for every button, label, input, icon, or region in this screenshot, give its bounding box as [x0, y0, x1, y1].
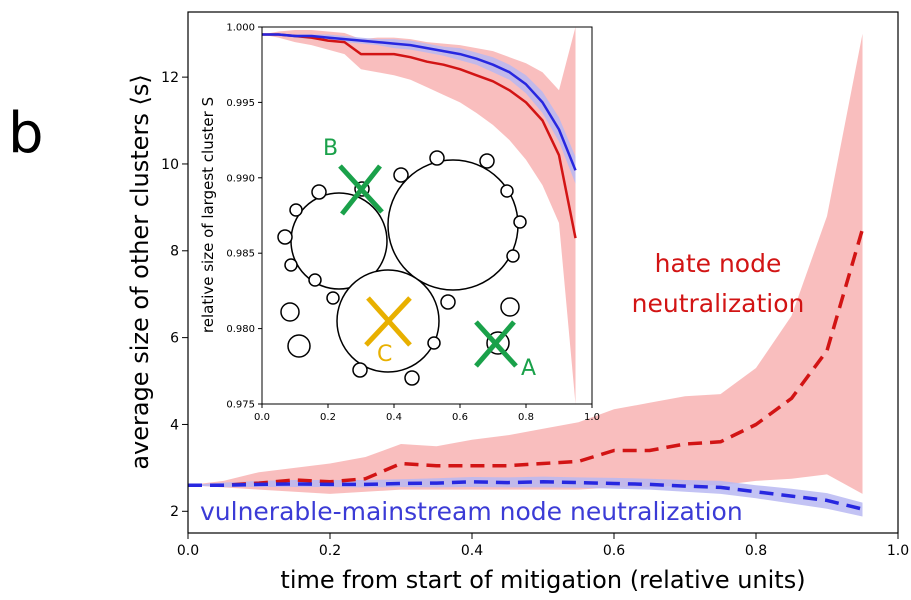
x-tick-label: 0.2 [319, 543, 341, 559]
large-cluster-circle [387, 159, 519, 291]
y-tick-label: 0.975 [226, 400, 255, 411]
series-hate-band [262, 27, 576, 404]
small-cluster [500, 184, 514, 198]
series-hate-line [188, 228, 865, 487]
y-tick-label: 4 [170, 417, 179, 433]
x-tick-label: 0.6 [603, 543, 625, 559]
inset-plot: B C A 0.0 0.2 0.4 0.6 0.8 1.0 0.975 0.980 0.985… [199, 23, 600, 424]
small-cluster [280, 302, 300, 322]
small-cluster [308, 273, 322, 287]
small-cluster [506, 249, 520, 263]
annotation-vulnerable: vulnerable-mainstream node neutralizatio… [200, 497, 743, 526]
series-vulnerable-line [262, 33, 577, 171]
marker-a-cross [474, 320, 516, 368]
y-tick-label: 8 [170, 244, 179, 260]
series-hate-band [188, 33, 863, 494]
small-cluster [287, 334, 311, 358]
inset-axes-frame [261, 26, 593, 405]
x-tick-label: 0.4 [461, 543, 483, 559]
y-tick-label: 1.000 [226, 23, 255, 34]
x-tick-label: 0.8 [518, 412, 534, 423]
x-tick-label: 0.2 [320, 412, 336, 423]
series-vulnerable-line [188, 480, 863, 511]
small-cluster [479, 153, 495, 169]
series-hate-line [262, 33, 577, 239]
small-cluster [500, 297, 520, 317]
small-cluster [311, 184, 327, 200]
y-tick-label: 6 [170, 331, 179, 347]
marker-c-label: C [377, 342, 392, 367]
main-y-axis-label: average size of other clusters ⟨s⟩ [126, 74, 154, 469]
x-tick-label: 1.0 [584, 412, 600, 423]
y-tick-label: 0.980 [226, 324, 255, 335]
y-tick-label: 10 [161, 157, 179, 173]
x-tick-label: 0.8 [745, 543, 767, 559]
x-tick-label: 0.0 [177, 543, 199, 559]
y-tick-label: 12 [161, 70, 179, 86]
cluster-diagram [277, 150, 527, 386]
small-cluster [393, 167, 409, 183]
small-cluster [404, 370, 420, 386]
small-cluster [289, 203, 303, 217]
series-vulnerable-band [262, 33, 576, 184]
main-x-axis-label: time from start of mitigation (relative … [280, 566, 805, 594]
small-cluster [352, 362, 368, 378]
inset-y-axis-label: relative size of largest cluster S [199, 97, 217, 333]
x-tick-label: 1.0 [887, 543, 909, 559]
marker-b-label: B [323, 136, 338, 161]
marker-b-cross [340, 164, 382, 216]
y-tick-label: 0.985 [226, 249, 255, 260]
marker-a-label: A [521, 356, 536, 381]
y-tick-label: 2 [170, 504, 179, 520]
x-tick-label: 0.6 [452, 412, 468, 423]
y-tick-label: 0.990 [226, 173, 255, 184]
annotation-hate-line2: neutralization [632, 289, 805, 318]
small-cluster [427, 336, 441, 350]
y-tick-label: 0.995 [226, 98, 255, 109]
x-tick-label: 0.0 [254, 412, 270, 423]
main-plot: 0.0 0.2 0.4 0.6 0.8 1.0 2 4 6 8 10 12 time from st… [126, 11, 909, 594]
small-cluster [440, 294, 456, 310]
panel-label: b [8, 101, 44, 166]
small-cluster [284, 258, 298, 272]
main-axes-frame [187, 11, 899, 534]
small-cluster [429, 150, 445, 166]
small-cluster [326, 291, 340, 305]
annotation-hate-line1: hate node [655, 249, 782, 278]
x-tick-label: 0.4 [386, 412, 402, 423]
marker-c-cross [364, 296, 412, 347]
small-cluster [513, 215, 527, 229]
small-cluster [277, 229, 293, 245]
